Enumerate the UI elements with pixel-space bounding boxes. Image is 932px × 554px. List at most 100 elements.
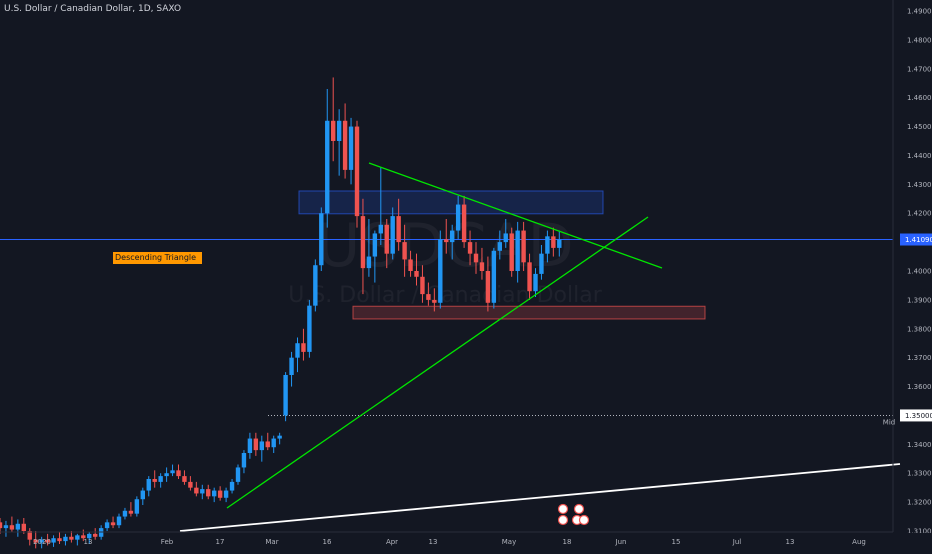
price-tick-label: 1.49000 [907,8,932,16]
candle-body [319,213,324,266]
candle [366,219,372,277]
candle [444,219,449,254]
time-tick-label: Apr [386,538,398,546]
candle [39,536,44,549]
candle [319,207,324,272]
candle-body [217,490,223,498]
candle-body [259,441,264,451]
trendlines [179,162,901,532]
candle [241,450,247,474]
candle-body [0,522,3,529]
candle-body [521,230,526,263]
descending-triangle-label[interactable]: Descending Triangle [113,252,202,264]
candle-body [229,481,235,491]
candle [408,250,413,277]
candle-body [235,467,241,482]
candle-body [545,236,550,254]
candle-body [104,522,110,529]
axis-corner[interactable] [893,533,932,550]
candle [331,77,336,162]
candle [354,120,360,228]
candle-body [450,230,455,243]
candle-body [509,233,514,272]
candle-body [283,375,288,416]
candle [122,507,128,520]
current-price-tag[interactable] [900,233,932,246]
candle-body [467,242,473,254]
mid-price-tag[interactable] [900,409,932,422]
price-tick-label: 1.45000 [907,123,932,131]
candle-body [551,236,556,248]
candle-body [27,531,32,540]
candle-body [81,535,86,539]
time-tick-label: 13 [429,538,438,546]
candle [265,432,270,451]
candle-body [301,343,306,352]
time-tick-label: Feb [161,538,174,546]
candle-body [557,239,562,248]
candle-body [75,535,80,540]
price-tick-label: 1.37000 [907,354,932,362]
candle-body [491,250,497,303]
candle [509,227,514,277]
candle [325,89,330,228]
candle [491,247,497,309]
candle-body [194,487,199,494]
candle-body [360,216,366,269]
candle-body [93,533,98,537]
price-tick-label: 1.32000 [907,499,932,507]
earnings-icon[interactable] [557,503,569,515]
candle-body [253,438,259,451]
candle [27,528,32,546]
candle [9,516,15,533]
candle [0,518,3,534]
candle [182,470,187,485]
resistance-zone [298,190,604,215]
candle-body [39,539,44,543]
candle [194,481,199,497]
candle-body [455,204,461,231]
candle [438,230,443,309]
candle-body [533,273,538,292]
candle [402,224,407,277]
candle-body [241,453,247,468]
time-tick-label: 13 [84,538,93,546]
candle-body [188,481,193,488]
price-tick-label: 1.39000 [907,296,932,304]
price-axis[interactable]: 1.49000 1.48000 1.47000 1.46000 1.45000 1.440… [883,0,932,536]
candle-body [497,242,502,251]
candle [223,487,229,503]
candle [551,227,556,257]
event-icons[interactable] [557,503,590,526]
symbol-header[interactable]: U.S. Dollar / Canadian Dollar, 1D, SAXO [4,4,182,14]
support-zone [352,305,706,320]
time-tick-label: Aug [852,538,866,546]
candle-body [212,490,217,497]
candle [229,479,235,494]
candle [247,432,253,459]
split-icon[interactable] [557,514,569,526]
candle-body [461,204,467,243]
candle [360,198,366,295]
candle-body [265,441,270,448]
candle [3,520,9,537]
candle-body [247,438,253,454]
candle [485,256,491,312]
candle-body [539,253,544,274]
dividend-icon[interactable] [573,503,585,515]
candle [384,219,389,269]
candle [461,195,467,248]
candle [188,476,193,491]
time-axis[interactable]: 2020 13 Feb 17 Mar 16 Apr 13 May 18 Jun 15 Jul 13 Aug [0,531,932,550]
candle-body [57,538,62,542]
candle-body [158,476,163,482]
candle [497,230,502,260]
candle-body [432,299,437,303]
candle [87,532,92,545]
candle-body [348,126,354,170]
dividend-icon[interactable] [578,514,590,526]
candle-body [69,536,74,540]
candle [51,535,56,547]
